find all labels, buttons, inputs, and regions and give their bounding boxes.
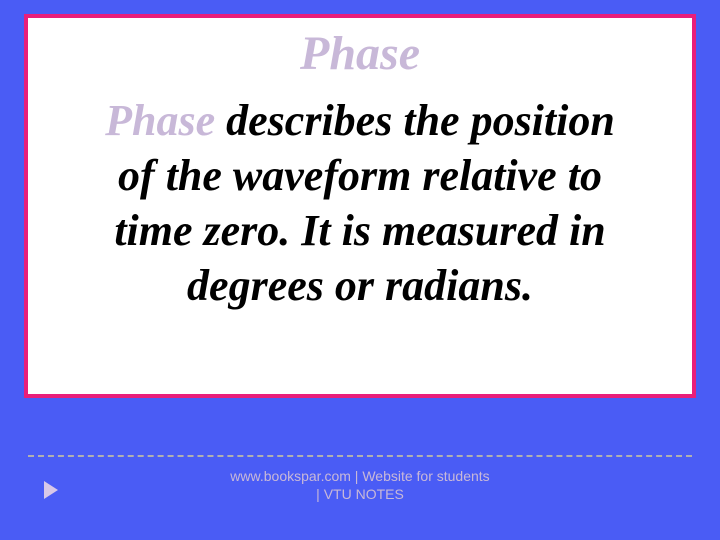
footer-divider: [28, 455, 692, 457]
body-line3: time zero. It is measured in: [114, 206, 605, 255]
slide-title: Phase: [48, 26, 672, 81]
body-keyword: Phase: [105, 96, 215, 145]
footer-line1: www.bookspar.com | Website for students: [230, 468, 489, 484]
footer-text: www.bookspar.com | Website for students …: [160, 467, 560, 503]
slide-body: Phase describes the position of the wave…: [48, 93, 672, 313]
content-box: Phase Phase describes the position of th…: [24, 14, 696, 398]
body-line2: of the waveform relative to: [118, 151, 602, 200]
body-line4: degrees or radians.: [187, 261, 533, 310]
body-line1-rest: describes the position: [215, 96, 615, 145]
footer-area: www.bookspar.com | Website for students …: [0, 455, 720, 540]
footer-line2: | VTU NOTES: [316, 486, 404, 502]
next-arrow-icon[interactable]: [44, 481, 58, 499]
